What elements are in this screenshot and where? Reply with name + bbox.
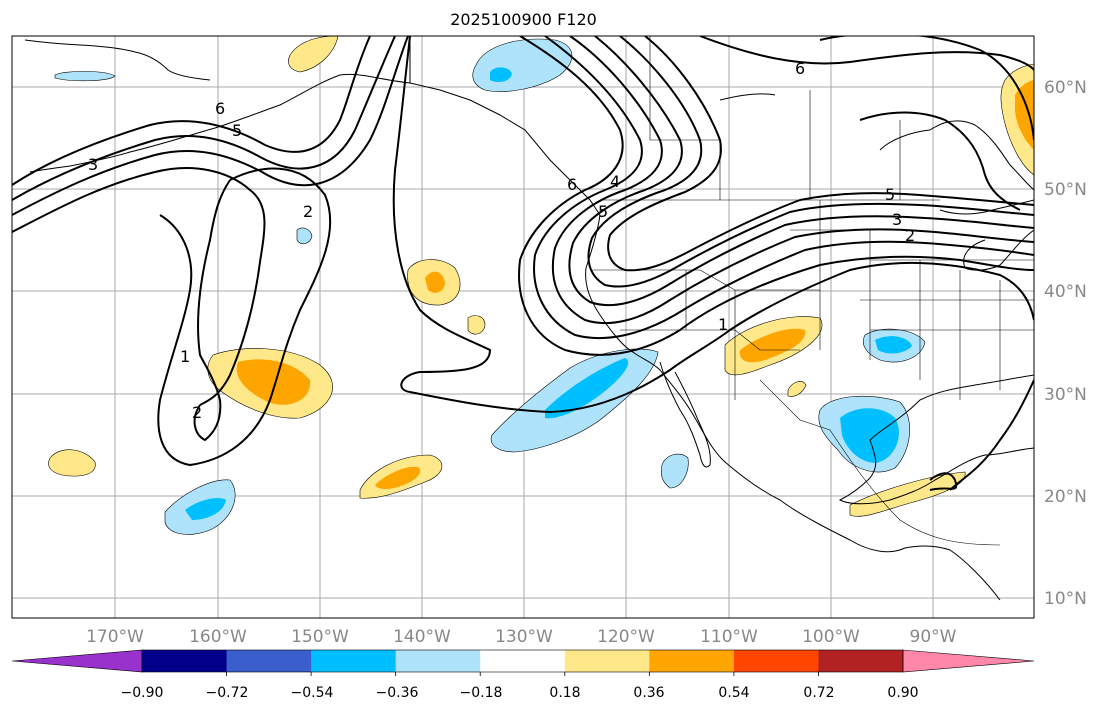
colorbar-segment xyxy=(142,650,228,672)
colorbar-tick-label: 0.18 xyxy=(549,685,580,701)
anomaly-neg-core xyxy=(875,336,912,354)
latitude-labels: 60°N 50°N 40°N 30°N 20°N 10°N xyxy=(1044,78,1087,609)
anomaly-neg-region xyxy=(54,71,116,82)
contour-label: 1 xyxy=(718,315,728,334)
colorbar-extend-low xyxy=(11,649,143,673)
contour-label: 1 xyxy=(180,347,190,366)
map-frame xyxy=(11,35,1035,619)
lon-label-110w: 110°W xyxy=(700,627,758,647)
contour-label: 4 xyxy=(610,172,620,191)
lat-label-10n: 10°N xyxy=(1044,589,1087,609)
colorbar-tick-label: −0.72 xyxy=(206,685,249,701)
plot-title: 2025100900 F120 xyxy=(450,10,597,29)
lon-label-150w: 150°W xyxy=(291,627,349,647)
contour-label: 6 xyxy=(215,99,225,118)
contour-label: 2 xyxy=(905,226,915,245)
anomaly-neg-core xyxy=(545,358,629,419)
colorbar-extend-high xyxy=(902,649,1035,673)
contour-lines xyxy=(12,36,1034,491)
contour-label: 6 xyxy=(795,59,805,78)
anomaly-pos-core xyxy=(1015,80,1034,150)
lat-label-60n: 60°N xyxy=(1044,78,1087,98)
lat-label-40n: 40°N xyxy=(1044,282,1087,302)
contour-label: 2 xyxy=(192,403,202,422)
colorbar-segment xyxy=(311,650,397,672)
contour-label: 2 xyxy=(303,202,313,221)
colorbar-tick-labels: −0.90 −0.72 −0.54 −0.36 −0.18 0.18 0.36 … xyxy=(121,685,919,701)
anomaly-pos-region xyxy=(787,381,807,397)
anomaly-neg-core xyxy=(185,498,226,520)
lon-label-170w: 170°W xyxy=(86,627,144,647)
anomaly-neg-core xyxy=(840,408,899,463)
colorbar-segment xyxy=(395,650,481,672)
lon-label-120w: 120°W xyxy=(597,627,655,647)
colorbar-tick-label: 0.36 xyxy=(633,685,664,701)
colorbar-segment xyxy=(818,650,904,672)
lon-label-160w: 160°W xyxy=(189,627,247,647)
lon-label-100w: 100°W xyxy=(802,627,860,647)
lon-label-130w: 130°W xyxy=(495,627,553,647)
colorbar-tick-label: −0.54 xyxy=(291,685,334,701)
map-background xyxy=(12,36,1034,618)
contour-label: 6 xyxy=(567,175,577,194)
anomaly-pos-region xyxy=(48,449,96,477)
political-borders xyxy=(590,36,1034,546)
colorbar-tick-label: −0.36 xyxy=(376,685,419,701)
contour-label: 5 xyxy=(232,121,242,140)
lat-label-30n: 30°N xyxy=(1044,385,1087,405)
colorbar-segment xyxy=(480,650,566,672)
contour-label: 3 xyxy=(88,155,98,174)
colorbar-tick-label: 0.90 xyxy=(887,685,918,701)
colorbar-segment xyxy=(564,650,650,672)
anomaly-pos-region xyxy=(288,36,339,73)
lon-label-90w: 90°W xyxy=(910,627,957,647)
lat-label-50n: 50°N xyxy=(1044,180,1087,200)
colorbar-tick-label: 0.72 xyxy=(803,685,834,701)
colorbar-frame xyxy=(141,649,904,673)
colorbar-tick-label: 0.54 xyxy=(718,685,749,701)
contour-label: 5 xyxy=(885,185,895,204)
anomaly-neg-region xyxy=(296,227,313,245)
anomaly-pos-region xyxy=(467,315,486,335)
anomaly-pos-core xyxy=(375,466,421,490)
anomaly-pos-core xyxy=(739,328,806,363)
contour-label: 5 xyxy=(598,202,608,221)
anomaly-fills xyxy=(48,36,1034,535)
longitude-labels: 170°W 160°W 150°W 140°W 130°W 120°W 110°… xyxy=(86,627,957,647)
lon-label-140w: 140°W xyxy=(393,627,451,647)
anomaly-neg-region xyxy=(660,453,689,489)
colorbar-segment xyxy=(226,650,312,672)
colorbar-tick-label: −0.18 xyxy=(460,685,503,701)
lat-label-20n: 20°N xyxy=(1044,487,1087,507)
contour-label: 3 xyxy=(892,210,902,229)
anomaly-pos-core xyxy=(425,271,445,293)
contour-labels: 6 5 3 2 1 2 6 5 4 6 5 3 2 1 xyxy=(88,59,915,422)
colorbar xyxy=(11,649,1035,676)
colorbar-tick-label: −0.90 xyxy=(121,685,164,701)
colorbar-segment xyxy=(733,650,819,672)
anomaly-neg-core xyxy=(490,67,512,82)
anomaly-pos-core xyxy=(236,359,311,405)
colorbar-segment xyxy=(649,650,735,672)
